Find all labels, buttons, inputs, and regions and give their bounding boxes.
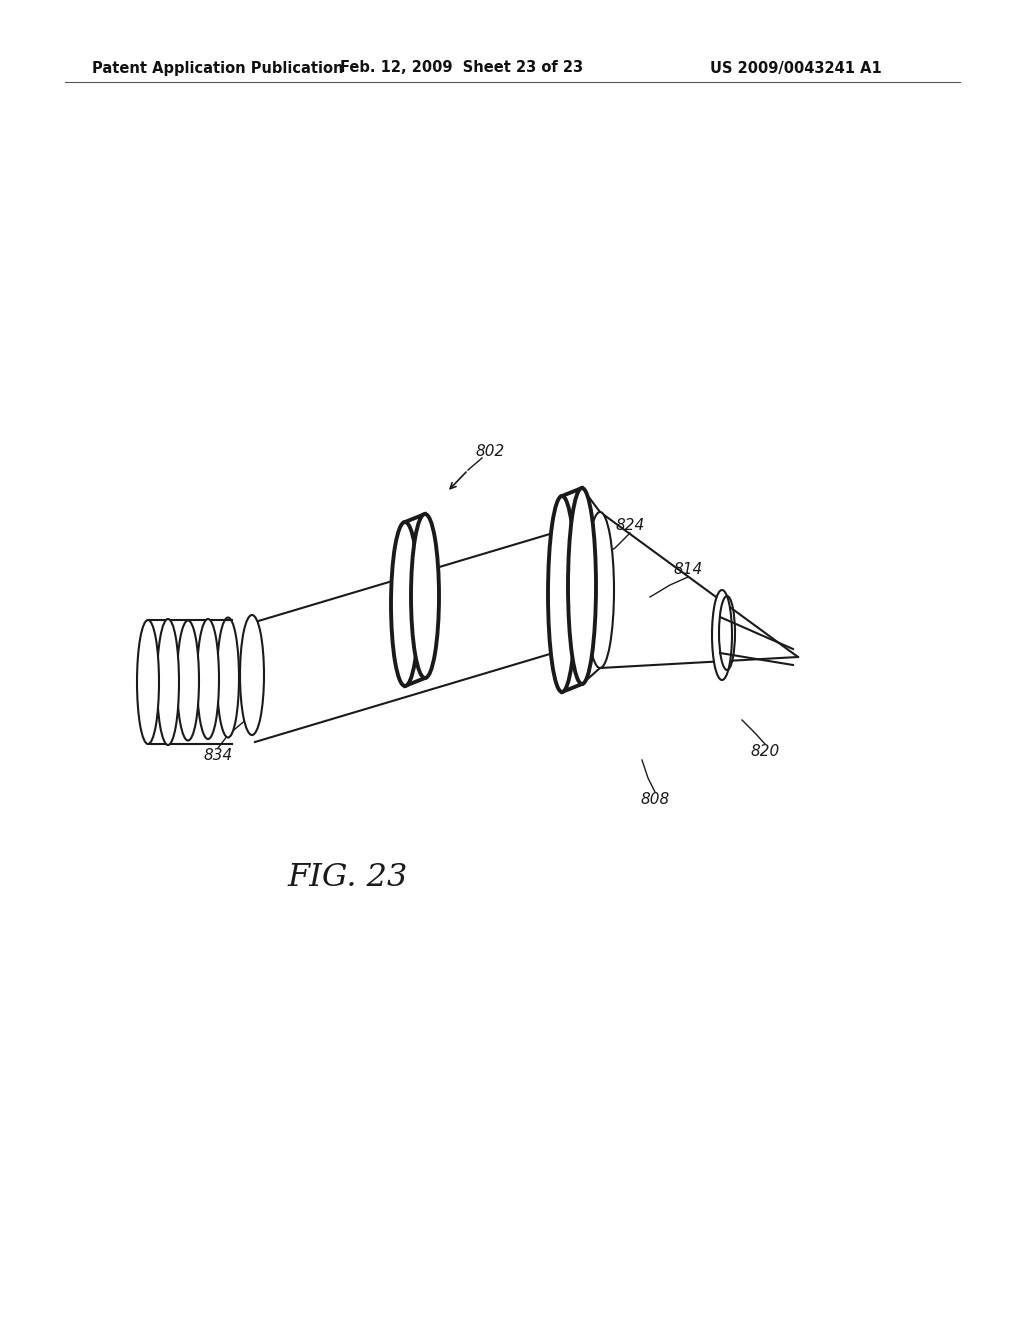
Text: FIG. 23: FIG. 23	[288, 862, 409, 894]
Text: 834: 834	[204, 747, 232, 763]
Text: Feb. 12, 2009  Sheet 23 of 23: Feb. 12, 2009 Sheet 23 of 23	[340, 61, 584, 75]
Text: 820: 820	[751, 744, 779, 759]
Ellipse shape	[391, 521, 419, 686]
Text: US 2009/0043241 A1: US 2009/0043241 A1	[710, 61, 882, 75]
Ellipse shape	[548, 496, 575, 692]
Ellipse shape	[197, 619, 219, 739]
Text: 824: 824	[615, 519, 645, 533]
Ellipse shape	[586, 512, 614, 668]
Ellipse shape	[411, 513, 439, 678]
Ellipse shape	[568, 488, 596, 684]
Ellipse shape	[157, 619, 179, 744]
Text: 814: 814	[674, 562, 702, 578]
Text: 808: 808	[640, 792, 670, 808]
Text: Patent Application Publication: Patent Application Publication	[92, 61, 343, 75]
Ellipse shape	[177, 620, 199, 741]
Ellipse shape	[137, 620, 159, 744]
Text: 802: 802	[475, 445, 505, 459]
Ellipse shape	[217, 618, 239, 738]
Ellipse shape	[712, 590, 732, 680]
Ellipse shape	[240, 615, 264, 735]
